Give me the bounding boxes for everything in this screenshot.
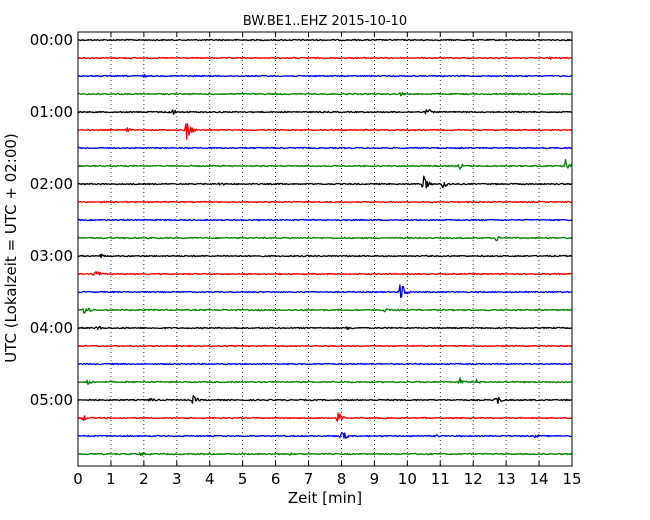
trace-line xyxy=(77,200,573,204)
trace-line xyxy=(77,253,573,259)
x-tick-label: 10 xyxy=(398,470,417,488)
plot-frame xyxy=(77,31,573,467)
x-axis-label: Zeit [min] xyxy=(288,489,362,507)
x-tick-label: 12 xyxy=(464,470,483,488)
trace-line xyxy=(77,74,573,78)
trace-lines xyxy=(77,38,573,457)
y-tick-label: 05:00 xyxy=(30,391,73,409)
trace-line xyxy=(77,344,573,348)
y-axis-ticks: 00:00 01:00 02:00 03:00 04:00 05:00 xyxy=(30,31,572,409)
trace-line xyxy=(77,452,573,457)
y-tick-label: 02:00 xyxy=(30,175,73,193)
y-tick-label: 03:00 xyxy=(30,247,73,265)
trace-line xyxy=(77,123,573,140)
x-tick-label: 5 xyxy=(238,470,248,488)
trace-line xyxy=(77,56,573,60)
x-tick-label: 9 xyxy=(370,470,380,488)
x-tick-label: 8 xyxy=(337,470,347,488)
trace-line xyxy=(77,270,573,276)
x-tick-label: 6 xyxy=(271,470,281,488)
x-tick-label: 14 xyxy=(530,470,549,488)
x-tick-label: 0 xyxy=(73,470,83,488)
trace-line xyxy=(77,394,573,404)
trace-line xyxy=(77,235,573,242)
trace-line xyxy=(77,146,573,150)
x-tick-label: 4 xyxy=(205,470,215,488)
trace-line xyxy=(77,158,573,170)
trace-line xyxy=(77,307,573,314)
trace-line xyxy=(77,218,573,222)
y-axis-label: UTC (Lokalzeit = UTC + 02:00) xyxy=(2,133,20,363)
x-tick-label: 1 xyxy=(106,470,116,488)
trace-line xyxy=(77,38,573,42)
x-tick-label: 3 xyxy=(172,470,182,488)
trace-line xyxy=(77,432,573,439)
trace-line xyxy=(77,362,573,366)
y-tick-label: 01:00 xyxy=(30,103,73,121)
x-tick-label: 11 xyxy=(431,470,450,488)
chart-title: BW.BE1..EHZ 2015-10-10 xyxy=(243,14,407,29)
trace-line xyxy=(77,377,573,385)
trace-line xyxy=(77,284,573,299)
x-tick-label: 13 xyxy=(497,470,516,488)
trace-line xyxy=(77,412,573,422)
x-tick-label: 7 xyxy=(304,470,314,488)
trace-line xyxy=(77,175,573,189)
trace-line xyxy=(77,109,573,115)
x-tick-label: 2 xyxy=(139,470,149,488)
trace-line xyxy=(77,325,573,331)
trace-line xyxy=(77,91,573,97)
x-tick-label: 15 xyxy=(562,470,581,488)
y-tick-label: 00:00 xyxy=(30,31,73,49)
y-tick-label: 04:00 xyxy=(30,319,73,337)
grid-lines xyxy=(110,32,540,466)
x-axis-ticks: 0 1 2 3 4 5 6 7 8 9 10 11 12 13 14 15 xyxy=(73,32,582,488)
